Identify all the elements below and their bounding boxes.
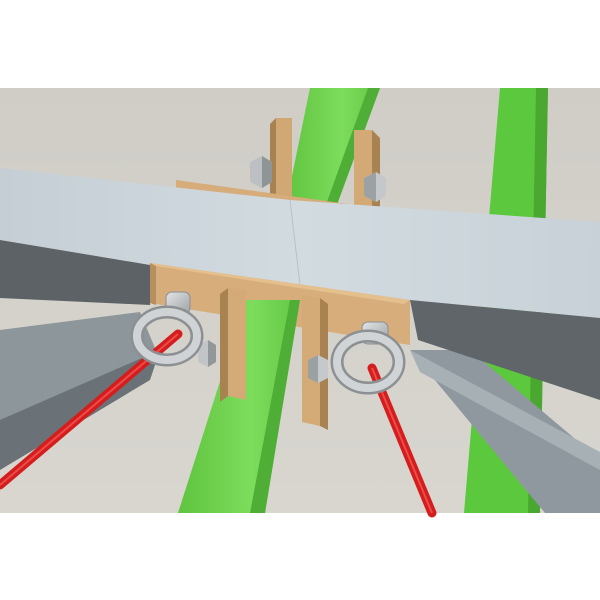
eye-bolt-icon: [130, 291, 204, 367]
hex-nut-icon: [198, 340, 216, 367]
grey-beam-main-top: [0, 168, 600, 318]
gusset-plate-lower-left: [228, 288, 246, 400]
hex-nut-icon: [250, 156, 272, 188]
gusset-plate-upper-left: [276, 118, 292, 202]
green-member-upper: [285, 88, 380, 210]
hex-nut-icon: [308, 355, 328, 383]
hex-nut-icon: [364, 172, 386, 202]
eye-bolt-icon: [330, 321, 406, 395]
grey-beam-main-side: [0, 240, 150, 305]
